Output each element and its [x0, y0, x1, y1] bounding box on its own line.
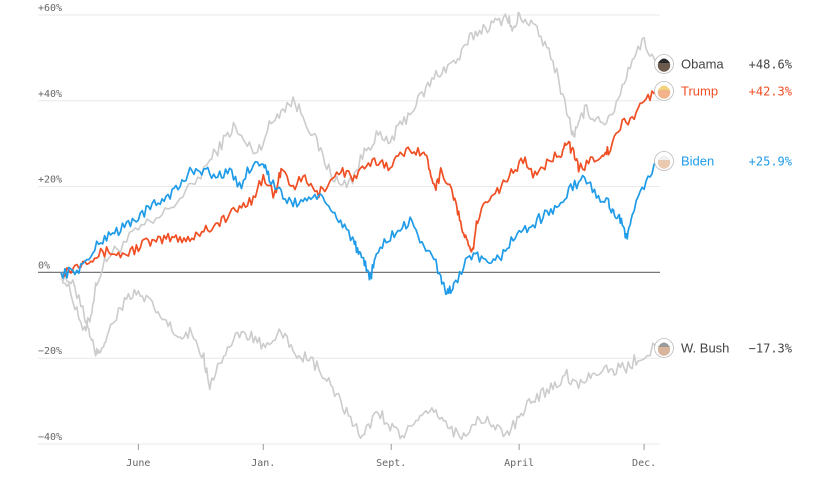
series-lines: [60, 11, 657, 440]
bush-avatar-icon: [654, 338, 674, 358]
series-name-label: Obama: [681, 57, 724, 72]
biden-avatar-icon: [654, 151, 674, 171]
grid-lines: [38, 14, 660, 445]
series-name-label: Biden: [681, 154, 714, 169]
x-tick-label: April: [504, 458, 534, 469]
y-tick-label: −40%: [38, 432, 62, 443]
series-line-obama: [60, 11, 657, 332]
end-label-w-bush: W. Bush −17.3%: [654, 338, 793, 358]
x-tick-label: Jan.: [251, 458, 275, 469]
trump-avatar-icon: [654, 81, 674, 101]
end-label-biden: Biden +25.9%: [654, 151, 793, 171]
series-end-labels: Obama +48.6% Trump +42.3% Biden +25.9% W. Bush…: [654, 54, 793, 358]
series-line-trump: [60, 90, 657, 278]
end-label-obama: Obama +48.6%: [654, 54, 793, 74]
y-tick-label: +20%: [38, 175, 62, 186]
end-label-trump: Trump +42.3%: [654, 81, 793, 101]
series-value-label: −17.3%: [749, 342, 793, 356]
y-axis-ticks: +60% +40% +20% 0% −20% −40%: [38, 3, 62, 443]
x-axis-ticks: June Jan. Sept. April Dec.: [126, 444, 656, 469]
x-tick-label: June: [126, 458, 150, 469]
series-value-label: +25.9%: [749, 155, 793, 169]
obama-avatar-icon: [654, 54, 674, 74]
series-name-label: W. Bush: [681, 341, 729, 356]
y-tick-label: 0%: [38, 260, 50, 271]
series-name-label: Trump: [681, 84, 718, 99]
series-value-label: +48.6%: [749, 58, 793, 72]
x-tick-label: Dec.: [632, 458, 656, 469]
series-line-biden: [60, 160, 657, 296]
series-line-w-bush: [60, 272, 657, 440]
y-tick-label: +40%: [38, 89, 62, 100]
y-tick-label: +60%: [38, 3, 62, 14]
x-tick-label: Sept.: [376, 458, 406, 469]
series-value-label: +42.3%: [749, 85, 793, 99]
y-tick-label: −20%: [38, 346, 62, 357]
